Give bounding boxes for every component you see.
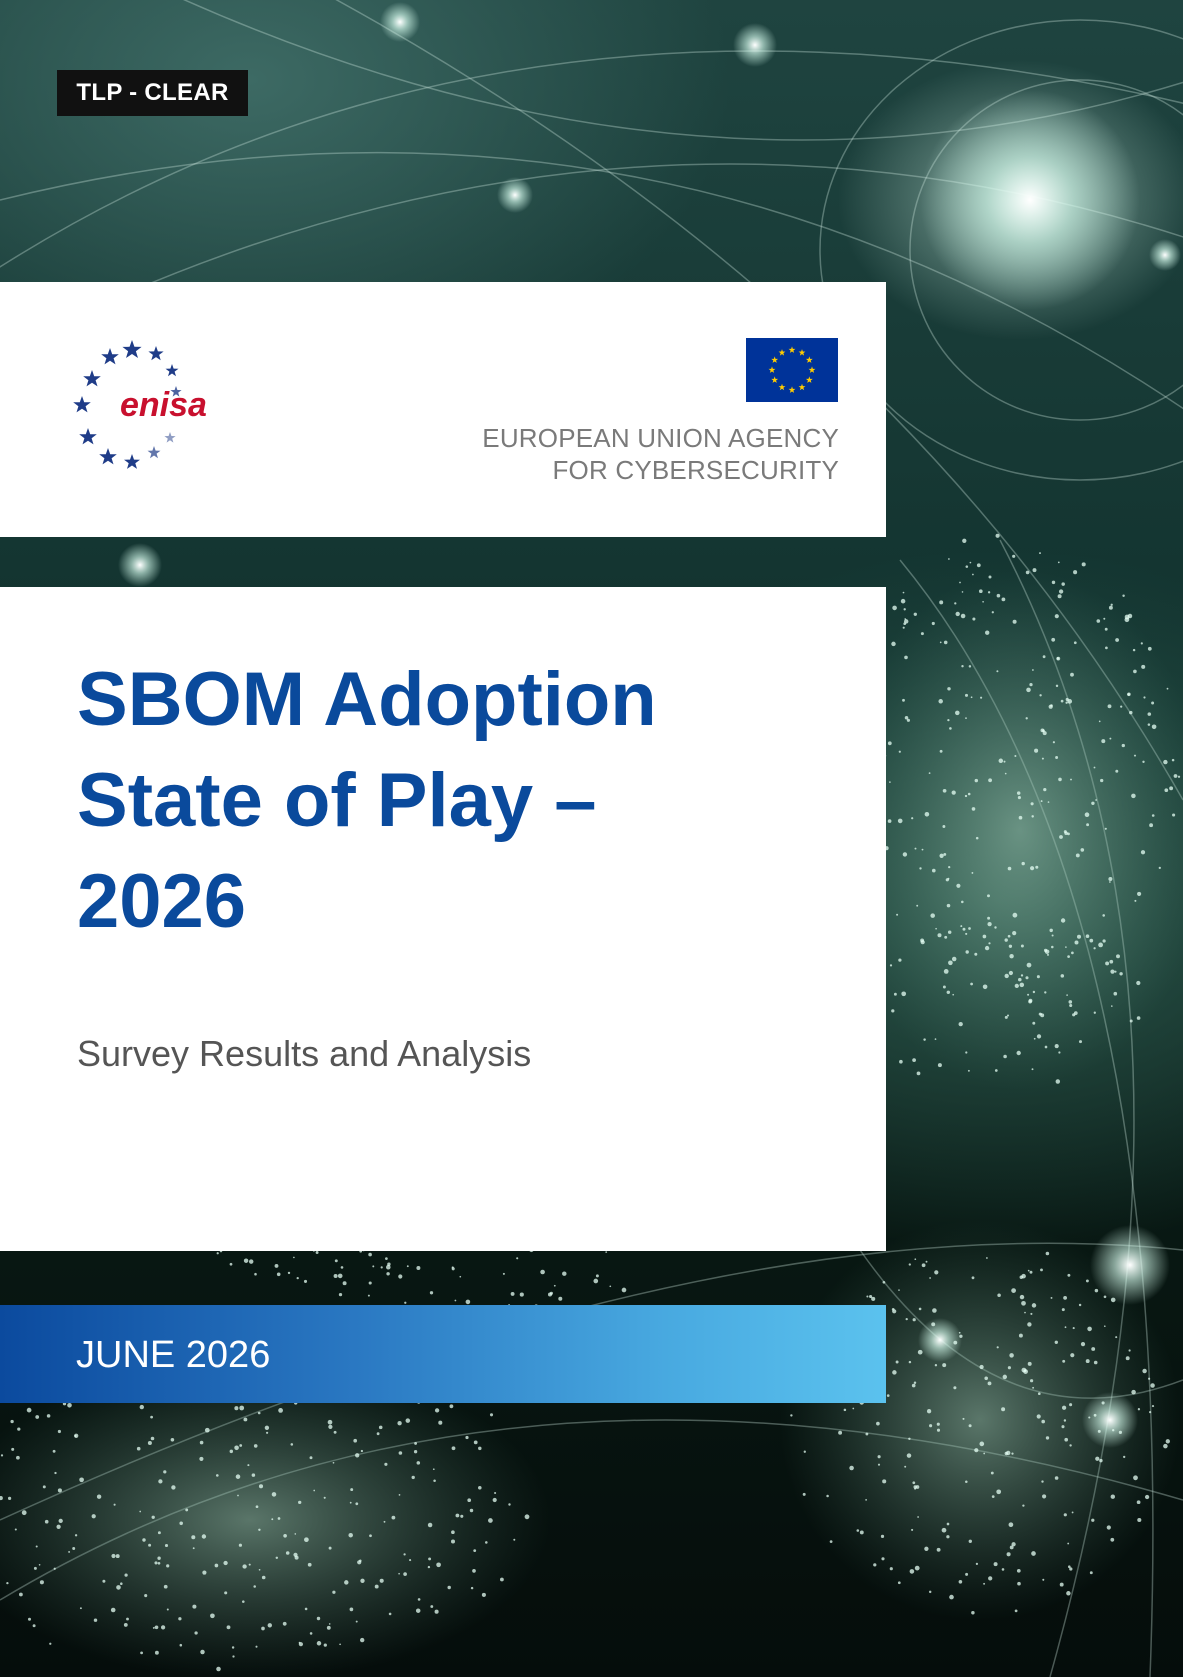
agency-line-2: FOR CYBERSECURITY bbox=[552, 455, 839, 485]
publication-date: JUNE 2026 bbox=[76, 1334, 271, 1376]
tlp-label: TLP - CLEAR bbox=[57, 70, 248, 116]
eu-flag-icon bbox=[746, 338, 838, 402]
enisa-wordmark: enisa bbox=[120, 386, 207, 424]
agency-line-1: EUROPEAN UNION AGENCY bbox=[482, 423, 839, 453]
enisa-stars-icon bbox=[73, 340, 182, 469]
title-panel: SBOM Adoption State of Play – 2026 Surve… bbox=[0, 587, 886, 1251]
date-band: JUNE 2026 bbox=[0, 1305, 886, 1403]
enisa-logo: enisa bbox=[73, 340, 207, 469]
document-title: SBOM Adoption State of Play – 2026 bbox=[77, 657, 657, 944]
agency-name: EUROPEAN UNION AGENCY FOR CYBERSECURITY bbox=[482, 422, 839, 486]
document-subtitle: Survey Results and Analysis bbox=[77, 1033, 532, 1074]
logo-panel: enisa EUROPEAN UNION AGENCY FOR CYBERSEC… bbox=[0, 282, 886, 537]
